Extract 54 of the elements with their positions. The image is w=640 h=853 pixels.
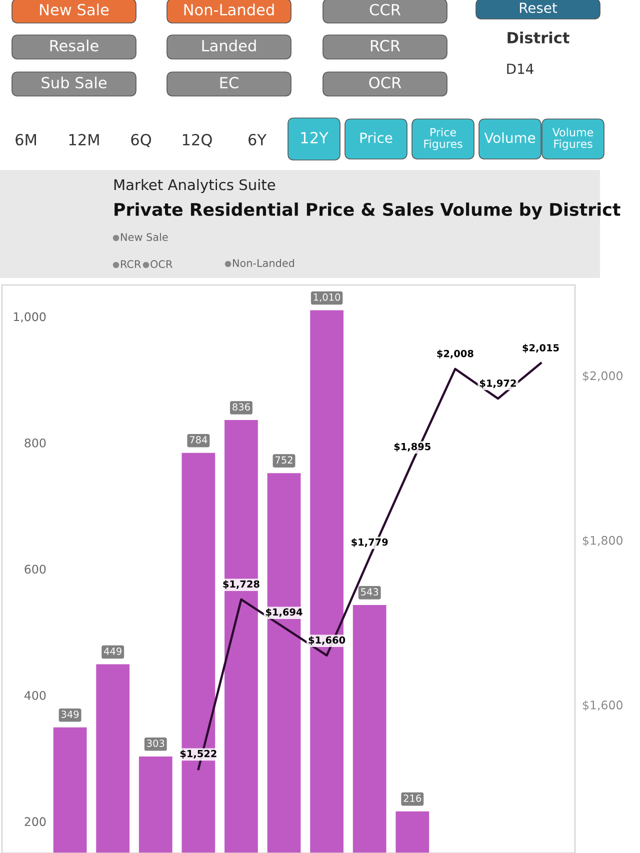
text: D14 — [507, 64, 534, 74]
data-label: 784 — [190, 436, 208, 444]
data-label: 216 — [404, 794, 422, 802]
data-label: 303 — [147, 740, 164, 747]
y2-tick-label: $1,800 — [582, 536, 622, 546]
text: New Sale — [121, 232, 168, 242]
text: 12Y — [301, 132, 328, 144]
data-label: $2,015 — [522, 344, 559, 353]
data-label: 543 — [361, 588, 378, 596]
data-label: $1,779 — [352, 538, 388, 548]
y-tick-label: 800 — [24, 438, 46, 448]
text: 6Q — [131, 134, 152, 148]
text: 12M — [69, 134, 99, 146]
text: CCR — [370, 4, 401, 16]
data-label: 836 — [232, 403, 250, 411]
text: Price Figures — [424, 128, 462, 150]
text: District — [508, 32, 570, 44]
y2-tick-label: $1,600 — [582, 700, 622, 712]
chart-title: Private Residential Price & Sales Volume by District — [114, 202, 620, 220]
y-tick-label: 200 — [24, 817, 46, 826]
text: New Sale — [40, 4, 109, 16]
data-label: 349 — [62, 710, 79, 718]
text: RCR — [370, 40, 400, 52]
text: Sub Sale — [42, 76, 107, 88]
text: Non-Landed — [184, 4, 274, 16]
text: OCR — [369, 76, 402, 88]
y-tick-label: 600 — [24, 564, 46, 574]
chart-subtitle: Market Analytics Suite — [114, 178, 276, 194]
y2-tick-label: $2,000 — [582, 371, 622, 382]
data-label: $2,008 — [437, 350, 474, 358]
text: 12Q — [182, 134, 212, 148]
text: 6M — [16, 134, 36, 146]
text: 6Y — [248, 134, 267, 146]
data-label: 1,010 — [314, 293, 340, 302]
data-label: $1,694 — [266, 608, 302, 617]
text: OCR — [150, 260, 172, 268]
data-label: $1,972 — [480, 379, 516, 388]
data-label: 752 — [276, 456, 292, 464]
text: EC — [220, 76, 238, 88]
y-tick-label: 400 — [24, 690, 46, 700]
text: Non-Landed — [233, 258, 294, 268]
text: Volume — [484, 132, 536, 144]
y-tick-label: 1,000 — [14, 312, 46, 322]
text: Volume Figures — [552, 128, 594, 150]
text: Price — [360, 132, 392, 144]
text: Resale — [50, 40, 98, 52]
text: RCR — [121, 260, 141, 268]
text: Reset — [520, 2, 558, 14]
data-label: $1,895 — [394, 442, 430, 452]
data-label: $1,728 — [223, 580, 260, 589]
data-label: $1,522 — [180, 750, 216, 759]
data-label: $1,660 — [308, 636, 346, 645]
data-label: 449 — [104, 647, 122, 655]
text: Landed — [202, 40, 256, 52]
